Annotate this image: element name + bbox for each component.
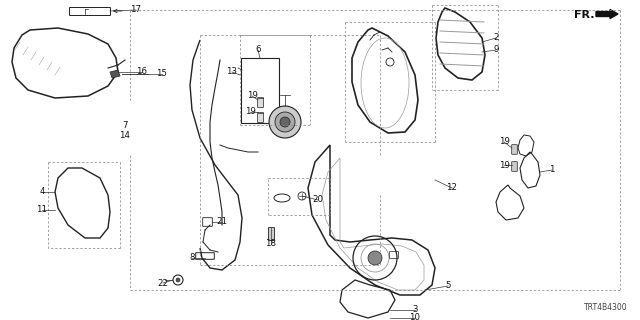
Text: 9: 9 bbox=[493, 45, 499, 54]
Text: 1: 1 bbox=[549, 165, 555, 174]
Text: 13: 13 bbox=[227, 68, 237, 76]
Text: 11: 11 bbox=[36, 205, 47, 214]
Circle shape bbox=[269, 106, 301, 138]
Text: 16: 16 bbox=[136, 68, 147, 76]
Text: 4: 4 bbox=[39, 188, 45, 196]
Circle shape bbox=[368, 251, 382, 265]
Text: FR.: FR. bbox=[573, 10, 595, 20]
Text: 8: 8 bbox=[189, 253, 195, 262]
Text: 21: 21 bbox=[216, 218, 227, 227]
Text: 6: 6 bbox=[255, 45, 260, 54]
Text: 19: 19 bbox=[499, 161, 509, 170]
FancyBboxPatch shape bbox=[512, 162, 517, 171]
Text: 19: 19 bbox=[244, 108, 255, 116]
Text: TRT4B4300: TRT4B4300 bbox=[584, 303, 628, 312]
FancyArrow shape bbox=[596, 10, 618, 19]
Text: 7: 7 bbox=[122, 121, 128, 130]
Circle shape bbox=[275, 112, 295, 132]
Text: 10: 10 bbox=[410, 314, 420, 320]
FancyBboxPatch shape bbox=[257, 98, 264, 108]
Text: 19: 19 bbox=[246, 92, 257, 100]
FancyBboxPatch shape bbox=[512, 145, 517, 154]
Text: 15: 15 bbox=[157, 69, 168, 78]
Text: 19: 19 bbox=[499, 138, 509, 147]
Circle shape bbox=[280, 117, 290, 127]
FancyBboxPatch shape bbox=[269, 228, 275, 241]
FancyBboxPatch shape bbox=[257, 113, 264, 123]
Text: 18: 18 bbox=[266, 239, 276, 249]
Text: 22: 22 bbox=[157, 278, 168, 287]
Text: 12: 12 bbox=[447, 183, 458, 193]
Text: 14: 14 bbox=[120, 131, 131, 140]
Text: 5: 5 bbox=[445, 282, 451, 291]
Text: 3: 3 bbox=[412, 306, 418, 315]
Polygon shape bbox=[110, 70, 120, 78]
Text: 17: 17 bbox=[131, 5, 141, 14]
Text: 2: 2 bbox=[493, 34, 499, 43]
Text: 20: 20 bbox=[312, 196, 323, 204]
Circle shape bbox=[176, 278, 180, 282]
